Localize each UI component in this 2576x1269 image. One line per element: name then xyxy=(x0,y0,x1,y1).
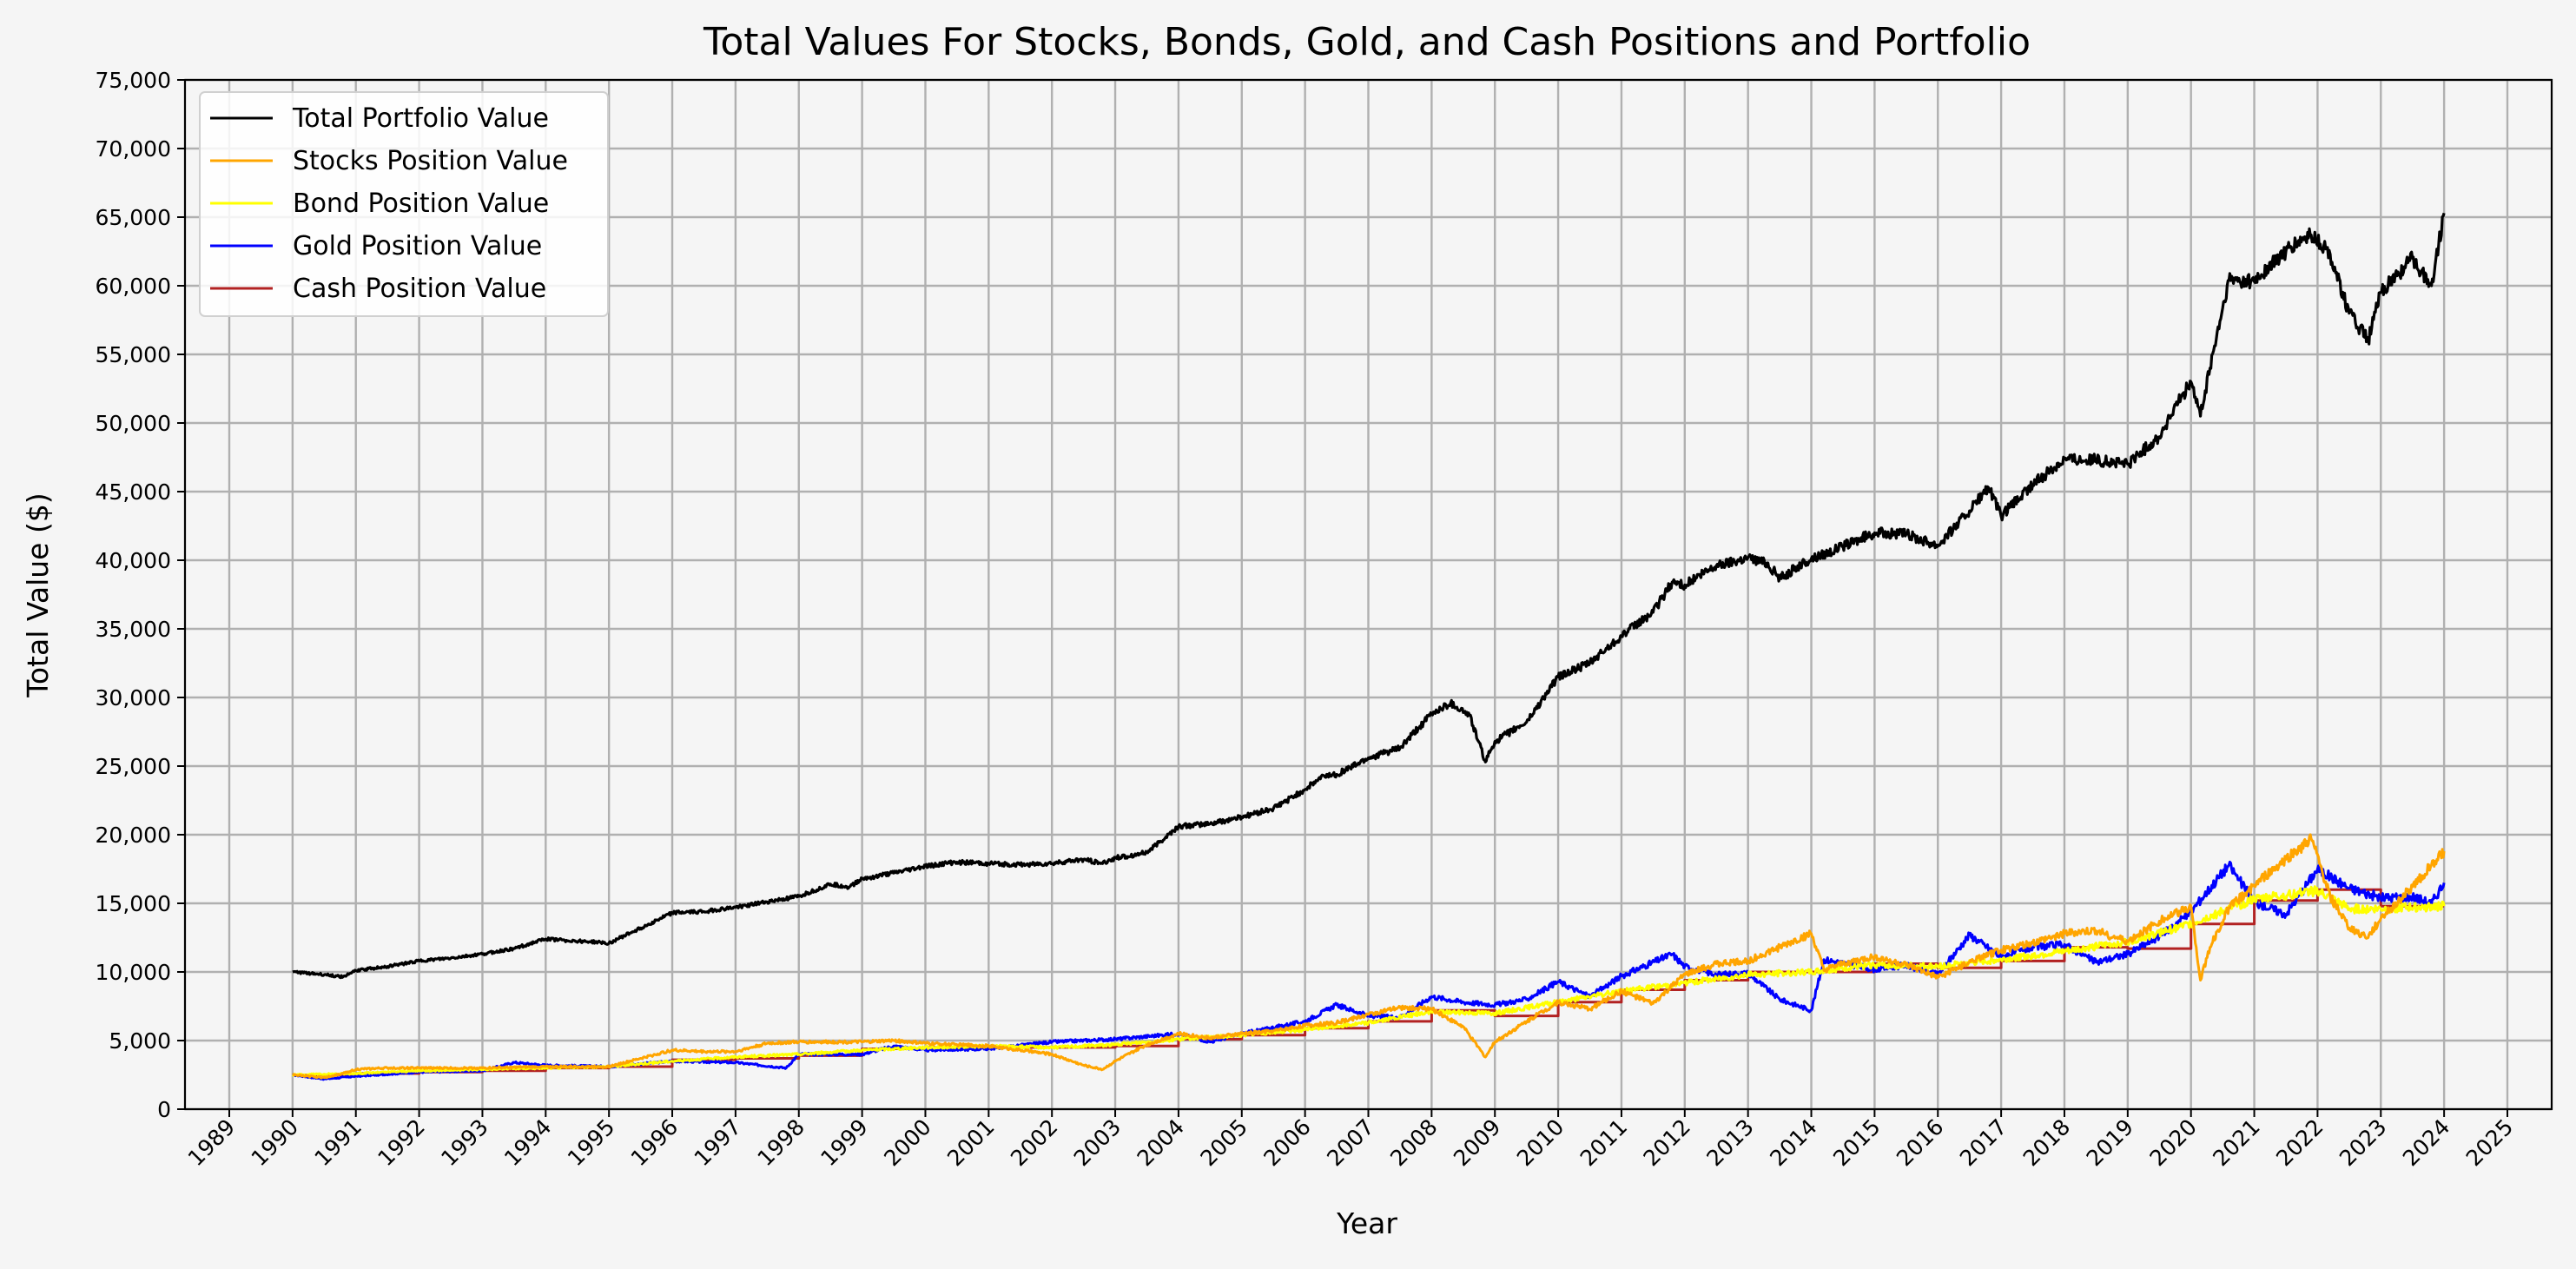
x-tick-label: 2007 xyxy=(1322,1114,1378,1171)
x-tick-label: 2008 xyxy=(1385,1114,1442,1171)
y-tick-label: 15,000 xyxy=(96,891,171,916)
series-line-bond-position-value xyxy=(292,885,2446,1077)
x-tick-label: 1990 xyxy=(247,1114,303,1171)
x-tick-label: 2017 xyxy=(1955,1114,2011,1171)
legend-label: Total Portfolio Value xyxy=(292,103,549,134)
x-tick-label: 2014 xyxy=(1765,1114,1821,1171)
y-tick-label: 70,000 xyxy=(96,136,171,162)
x-tick-label: 2000 xyxy=(879,1114,935,1171)
y-tick-label: 0 xyxy=(157,1097,171,1122)
y-tick-label: 5,000 xyxy=(109,1028,171,1054)
x-tick-label: 2011 xyxy=(1575,1114,1632,1171)
y-tick-label: 30,000 xyxy=(96,685,171,711)
chart-title: Total Values For Stocks, Bonds, Gold, an… xyxy=(703,20,2031,64)
legend-box xyxy=(199,91,609,317)
y-tick-label: 25,000 xyxy=(96,754,171,779)
y-axis-label: Total Value ($) xyxy=(21,492,55,697)
series-line-stocks-position-value xyxy=(292,833,2446,1080)
x-tick-label: 2025 xyxy=(2461,1114,2518,1171)
x-tick-label: 1992 xyxy=(373,1114,429,1171)
x-tick-label: 2005 xyxy=(1196,1114,1252,1171)
series-layer xyxy=(292,212,2446,1081)
x-axis: 1989 1990 1991 1992 1993 1994 1995 1996 1997 1998… xyxy=(183,1109,2518,1171)
x-tick-label: 2024 xyxy=(2398,1114,2454,1171)
x-tick-label: 1994 xyxy=(499,1114,556,1171)
x-tick-label: 2018 xyxy=(2018,1114,2075,1171)
y-tick-label: 45,000 xyxy=(96,479,171,505)
y-tick-label: 10,000 xyxy=(96,960,171,985)
x-axis-label: Year xyxy=(1336,1206,1397,1240)
x-tick-label: 2004 xyxy=(1133,1114,1189,1171)
x-tick-label: 2002 xyxy=(1006,1114,1062,1171)
legend-label: Bond Position Value xyxy=(293,188,549,219)
x-tick-label: 1991 xyxy=(309,1114,366,1171)
legend: Total Portfolio Value Stocks Position Val… xyxy=(199,91,609,317)
x-tick-label: 2006 xyxy=(1258,1114,1315,1171)
x-tick-label: 2012 xyxy=(1639,1114,1695,1171)
x-tick-label: 1998 xyxy=(752,1114,809,1171)
legend-label: Cash Position Value xyxy=(293,274,546,304)
x-tick-label: 1997 xyxy=(690,1114,746,1171)
x-tick-label: 2003 xyxy=(1069,1114,1126,1171)
x-tick-label: 2023 xyxy=(2335,1114,2391,1171)
x-tick-label: 1999 xyxy=(816,1114,872,1171)
y-axis: 0 5,000 10,000 15,000 20,000 25,000 30,000 35,0… xyxy=(96,68,185,1122)
series-line-total-portfolio-value xyxy=(292,212,2446,980)
x-tick-label: 2013 xyxy=(1701,1114,1758,1171)
y-tick-label: 55,000 xyxy=(96,342,171,367)
legend-label: Gold Position Value xyxy=(293,231,542,261)
x-tick-label: 2020 xyxy=(2144,1114,2201,1171)
y-tick-label: 75,000 xyxy=(96,68,171,93)
x-tick-label: 1993 xyxy=(436,1114,492,1171)
x-tick-label: 2021 xyxy=(2208,1114,2264,1171)
y-tick-label: 35,000 xyxy=(96,617,171,642)
y-tick-label: 40,000 xyxy=(96,548,171,573)
x-tick-label: 2019 xyxy=(2082,1114,2138,1171)
x-tick-label: 2010 xyxy=(1512,1114,1569,1171)
x-tick-label: 1996 xyxy=(626,1114,683,1171)
x-tick-label: 2009 xyxy=(1449,1114,1505,1171)
x-tick-label: 1995 xyxy=(563,1114,619,1171)
x-tick-label: 2022 xyxy=(2271,1114,2328,1171)
x-tick-label: 2016 xyxy=(1892,1114,1948,1171)
x-tick-label: 2015 xyxy=(1828,1114,1885,1171)
grid xyxy=(185,78,2552,1111)
y-tick-label: 65,000 xyxy=(96,205,171,230)
y-tick-label: 50,000 xyxy=(96,411,171,436)
x-tick-label: 2001 xyxy=(942,1114,999,1171)
legend-label: Stocks Position Value xyxy=(293,146,568,176)
y-tick-label: 60,000 xyxy=(96,274,171,299)
y-tick-label: 20,000 xyxy=(96,823,171,848)
x-tick-label: 1989 xyxy=(183,1114,240,1171)
